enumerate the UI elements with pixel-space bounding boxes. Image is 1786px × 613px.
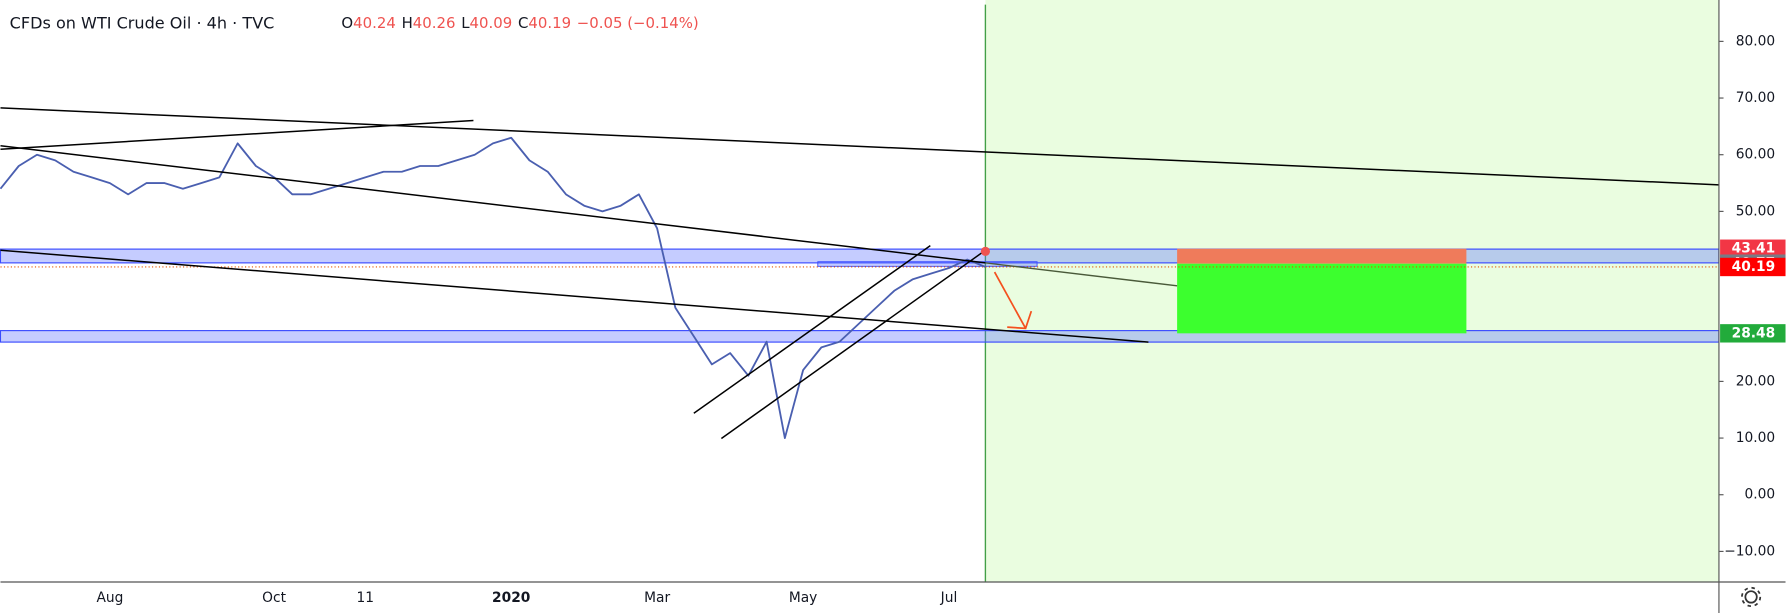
y-tick-label: 50.00	[1736, 203, 1775, 219]
trend-lines	[0, 107, 1719, 440]
y-tick-label: 0.00	[1745, 487, 1776, 503]
channel-line	[720, 249, 986, 440]
y-tick-label: 60.00	[1736, 147, 1775, 163]
trend-line	[0, 107, 1719, 186]
price-label-box	[1720, 324, 1786, 343]
ohlc-value: 40.19	[528, 14, 571, 32]
ohlc-value: 40.26	[413, 14, 456, 32]
arrow	[993, 271, 1033, 330]
ohlc-key: C	[518, 14, 528, 32]
x-tick-label: Jul	[940, 590, 958, 606]
price-label-box	[1720, 257, 1786, 277]
trend-line	[0, 145, 986, 264]
price-line	[0, 136, 986, 439]
x-tick-label: Mar	[644, 590, 670, 606]
ohlc-value: 40.24	[353, 14, 396, 32]
trend-line	[0, 119, 474, 150]
ohlc-legend: O40.24 H40.26 L40.09 C40.19 −0.05 (−0.14%)	[341, 14, 698, 32]
x-tick-label: Oct	[262, 590, 286, 606]
projection-line	[985, 262, 1178, 287]
small-zone	[817, 261, 1038, 267]
target-zone	[1177, 263, 1467, 334]
trend-line	[0, 249, 1149, 343]
settings-icon[interactable]	[1741, 586, 1762, 607]
price-label-box	[1720, 239, 1786, 258]
price-axis-bg	[1718, 0, 1786, 613]
price-label: 43.41	[1732, 241, 1776, 257]
x-tick-label: Aug	[96, 590, 123, 606]
chart-title: CFDs on WTI Crude Oil · 4h · TVC	[10, 14, 275, 33]
x-tick-label: 2020	[492, 590, 530, 606]
y-tick-label: 10.00	[1736, 430, 1775, 446]
change: −0.05 (−0.14%)	[577, 14, 699, 32]
marker	[980, 246, 991, 256]
y-tick-label: 80.00	[1736, 33, 1775, 49]
x-tick-label: 11	[357, 590, 375, 606]
ohlc-key: H	[402, 14, 413, 32]
ohlc-key: O	[341, 14, 353, 32]
x-tick-label: May	[789, 590, 817, 606]
y-tick-label: 20.00	[1736, 373, 1775, 389]
y-tick-label: 70.00	[1736, 90, 1775, 106]
y-tick-label: −10.00	[1724, 543, 1775, 559]
price-series	[0, 136, 986, 439]
channel-line	[693, 245, 931, 414]
ohlc-value: 40.09	[470, 14, 513, 32]
ohlc-key: L	[461, 14, 470, 32]
price-label: 28.48	[1732, 325, 1776, 341]
stop-zone	[1177, 248, 1467, 264]
position-tool	[0, 248, 1719, 334]
price-label: 40.19	[1732, 259, 1776, 275]
